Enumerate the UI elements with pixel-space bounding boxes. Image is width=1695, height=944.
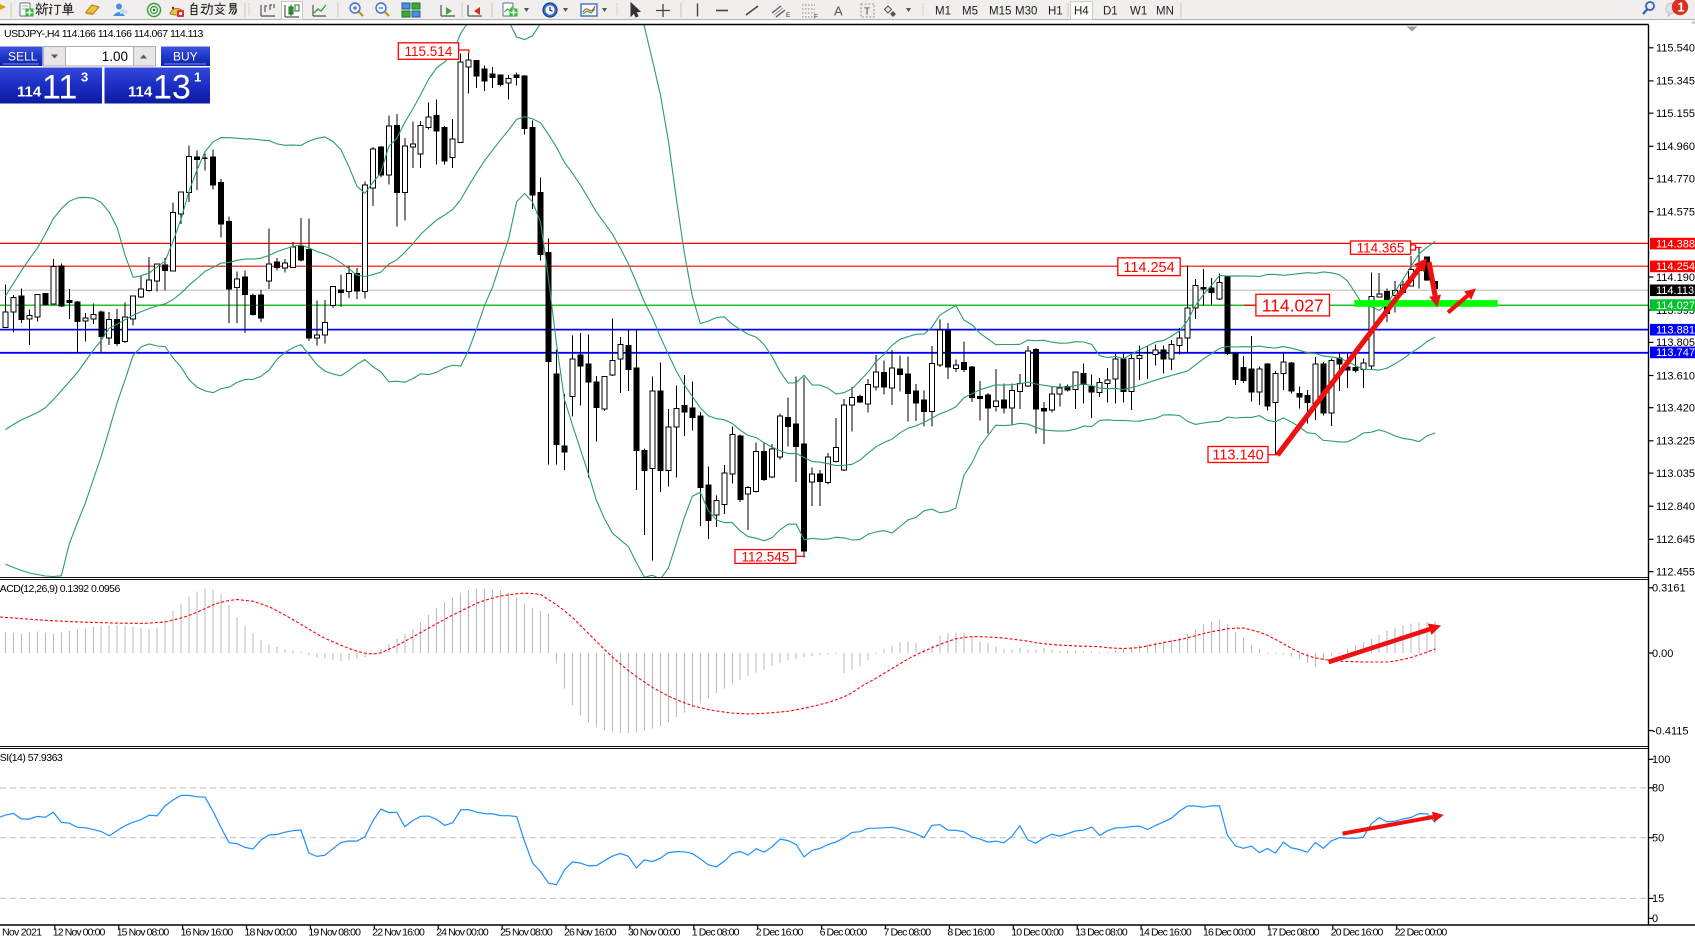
svg-text:1: 1 xyxy=(1678,1,1685,15)
svg-text:0: 0 xyxy=(1652,913,1658,925)
svg-text:MACD(12,26,9) 0.1392 0.0956: MACD(12,26,9) 0.1392 0.0956 xyxy=(0,583,120,595)
svg-text:26 Nov 16:00: 26 Nov 16:00 xyxy=(564,927,617,939)
svg-text:114.388: 114.388 xyxy=(1656,238,1695,250)
svg-text:A: A xyxy=(834,4,843,19)
svg-text:1 Dec 08:00: 1 Dec 08:00 xyxy=(692,927,740,939)
svg-text:M30: M30 xyxy=(1015,6,1037,18)
svg-text:114.027: 114.027 xyxy=(1262,295,1324,315)
svg-text:16 Nov 16:00: 16 Nov 16:00 xyxy=(181,927,234,939)
svg-text:0.00: 0.00 xyxy=(1652,648,1673,660)
svg-text:114: 114 xyxy=(17,84,42,101)
svg-text:24 Nov 00:00: 24 Nov 00:00 xyxy=(436,927,489,939)
svg-text:114.190: 114.190 xyxy=(1656,272,1695,284)
svg-text:13: 13 xyxy=(153,69,191,107)
svg-text:112.645: 112.645 xyxy=(1656,534,1695,546)
svg-text:112.840: 112.840 xyxy=(1656,501,1695,513)
svg-text:113.881: 113.881 xyxy=(1656,325,1695,337)
svg-text:114.365: 114.365 xyxy=(1357,241,1405,256)
svg-text:115.155: 115.155 xyxy=(1656,108,1695,120)
svg-text:0.3161: 0.3161 xyxy=(1652,583,1686,595)
svg-text:H4: H4 xyxy=(1074,6,1089,18)
svg-text:E: E xyxy=(786,12,791,19)
svg-text:114.254: 114.254 xyxy=(1656,261,1695,273)
svg-text:14 Dec 16:00: 14 Dec 16:00 xyxy=(1139,927,1192,939)
svg-text:8 Dec 16:00: 8 Dec 16:00 xyxy=(947,927,995,939)
svg-text:113.035: 113.035 xyxy=(1656,468,1695,480)
svg-text:18 Nov 00:00: 18 Nov 00:00 xyxy=(245,927,298,939)
svg-text:USDJPY-,H4 114.166 114.166 11: USDJPY-,H4 114.166 114.166 114.067 114.1… xyxy=(4,28,204,40)
svg-text:113.610: 113.610 xyxy=(1656,370,1695,382)
svg-text:114.027: 114.027 xyxy=(1656,300,1695,312)
svg-text:16 Dec 00:00: 16 Dec 00:00 xyxy=(1203,927,1256,939)
svg-text:112.545: 112.545 xyxy=(741,549,789,564)
svg-text:13 Dec 08:00: 13 Dec 08:00 xyxy=(1075,927,1128,939)
svg-text:11: 11 xyxy=(42,69,77,107)
svg-text:RSI(14) 57.9363: RSI(14) 57.9363 xyxy=(0,752,63,764)
svg-text:22 Dec 00:00: 22 Dec 00:00 xyxy=(1395,927,1448,939)
svg-text:15: 15 xyxy=(1652,893,1664,905)
svg-text:1.00: 1.00 xyxy=(102,49,128,64)
svg-text:114.113: 114.113 xyxy=(1656,285,1694,297)
svg-text:115.514: 115.514 xyxy=(405,44,453,59)
svg-text:20 Dec 16:00: 20 Dec 16:00 xyxy=(1331,927,1384,939)
svg-text:114.960: 114.960 xyxy=(1656,141,1695,153)
svg-text:W1: W1 xyxy=(1130,6,1147,18)
svg-text:113.140: 113.140 xyxy=(1212,448,1263,464)
svg-text:7 Dec 08:00: 7 Dec 08:00 xyxy=(884,927,932,939)
svg-text:114.770: 114.770 xyxy=(1656,173,1695,185)
svg-text:80: 80 xyxy=(1652,783,1664,795)
svg-text:114.254: 114.254 xyxy=(1123,260,1174,276)
svg-text:50: 50 xyxy=(1652,833,1664,845)
svg-text:22 Nov 16:00: 22 Nov 16:00 xyxy=(372,927,425,939)
svg-text:30 Nov 00:00: 30 Nov 00:00 xyxy=(628,927,681,939)
svg-text:F: F xyxy=(814,14,818,21)
svg-text:19 Nov 08:00: 19 Nov 08:00 xyxy=(308,927,361,939)
svg-text:2 Dec 16:00: 2 Dec 16:00 xyxy=(756,927,804,939)
svg-text:113.805: 113.805 xyxy=(1656,337,1695,349)
svg-text:114: 114 xyxy=(128,84,153,101)
svg-text:6 Dec 00:00: 6 Dec 00:00 xyxy=(820,927,868,939)
svg-text:MN: MN xyxy=(1156,6,1174,18)
svg-text:BUY: BUY xyxy=(173,50,198,64)
svg-text:113.225: 113.225 xyxy=(1656,436,1695,448)
svg-text:113.747: 113.747 xyxy=(1656,347,1695,359)
svg-text:M15: M15 xyxy=(989,6,1011,18)
svg-text:112.455: 112.455 xyxy=(1656,566,1695,578)
svg-text:H1: H1 xyxy=(1048,6,1063,18)
svg-text:12 Nov 00:00: 12 Nov 00:00 xyxy=(53,927,106,939)
svg-text:D1: D1 xyxy=(1103,6,1118,18)
svg-text:10 Dec 00:00: 10 Dec 00:00 xyxy=(1011,927,1064,939)
svg-text:115.345: 115.345 xyxy=(1656,76,1695,88)
svg-text:SELL: SELL xyxy=(8,50,38,64)
svg-text:T: T xyxy=(864,7,870,18)
svg-text:M1: M1 xyxy=(935,6,951,18)
svg-text:M5: M5 xyxy=(962,6,978,18)
svg-text:15 Nov 08:00: 15 Nov 08:00 xyxy=(117,927,170,939)
svg-text:100: 100 xyxy=(1652,754,1670,766)
svg-text:113.420: 113.420 xyxy=(1656,403,1695,415)
svg-text:115.540: 115.540 xyxy=(1656,43,1695,55)
svg-text:Nov 2021: Nov 2021 xyxy=(2,927,42,939)
svg-text:1: 1 xyxy=(194,70,201,85)
svg-text:114.575: 114.575 xyxy=(1656,206,1695,218)
svg-text:-0.4115: -0.4115 xyxy=(1652,725,1689,737)
svg-text:17 Dec 08:00: 17 Dec 08:00 xyxy=(1267,927,1320,939)
svg-text:25 Nov 08:00: 25 Nov 08:00 xyxy=(500,927,553,939)
svg-text:3: 3 xyxy=(81,70,88,85)
